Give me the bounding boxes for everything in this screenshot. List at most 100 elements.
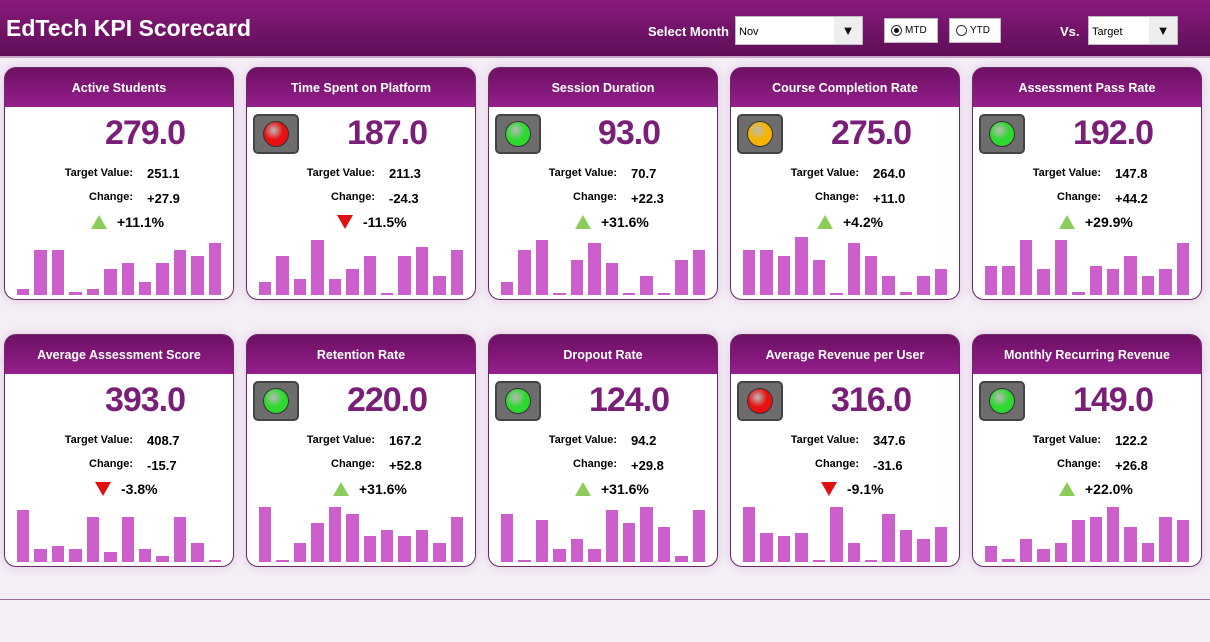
kpi-card-title: Monthly Recurring Revenue: [973, 335, 1201, 374]
change-value: +11.0: [873, 191, 906, 206]
trend-bar: [760, 249, 773, 295]
trend-bar: [380, 529, 394, 562]
status-light-icon: [253, 114, 299, 154]
comparison-value: Target: [1092, 26, 1123, 38]
trend-bar: [69, 549, 82, 562]
trend-bar: [777, 256, 791, 295]
status-light-icon: [979, 381, 1025, 421]
trend-bar: [276, 560, 289, 562]
trend-bar: [173, 249, 187, 295]
target-value: 211.3: [389, 166, 421, 181]
trend-bar: [363, 536, 376, 562]
trend-bar: [17, 288, 30, 295]
trend-bar: [1141, 542, 1155, 562]
change-percent: +31.6%: [601, 481, 649, 497]
trend-bar: [86, 288, 100, 295]
trend-bar: [1106, 269, 1120, 295]
kpi-value: 192.0: [1072, 114, 1154, 152]
change-value: -24.3: [389, 191, 419, 206]
trend-bar: [433, 542, 446, 562]
comparison-dropdown[interactable]: Target ▼: [1088, 16, 1178, 45]
status-light-icon: [737, 381, 783, 421]
select-month-label: Select Month: [648, 24, 729, 39]
change-value: +26.8: [1115, 458, 1148, 473]
kpi-card-title: Time Spent on Platform: [247, 68, 475, 107]
trend-bar: [692, 510, 706, 562]
kpi-card-title: Session Duration: [489, 68, 717, 107]
target-value: 70.7: [631, 166, 657, 181]
trend-bar: [622, 523, 636, 562]
trend-bar: [398, 536, 411, 562]
kpi-card-title: Retention Rate: [247, 335, 475, 374]
kpi-value: 279.0: [104, 114, 186, 152]
trend-bar-chart: [501, 504, 706, 562]
change-percent: +4.2%: [843, 214, 884, 230]
change-percent: +31.6%: [601, 214, 649, 230]
trend-bar-chart: [985, 237, 1190, 295]
trend-bar: [830, 293, 843, 295]
change-value: +22.3: [631, 191, 664, 206]
trend-bar: [812, 259, 826, 295]
month-dropdown[interactable]: Nov ▼: [735, 16, 863, 45]
trend-bar: [450, 249, 464, 295]
target-value: 94.2: [631, 433, 657, 448]
target-label: Target Value:: [548, 167, 617, 179]
trend-bar: [1159, 516, 1172, 562]
kpi-card: Retention Rate 220.0 Target Value: 167.2 …: [246, 334, 476, 567]
chevron-down-icon[interactable]: ▼: [834, 17, 862, 44]
trend-bar-chart: [17, 237, 222, 295]
trend-bar: [795, 237, 808, 295]
trend-bar: [1019, 240, 1033, 295]
radio-selected-icon: [891, 25, 902, 36]
arrow-up-icon: [575, 215, 591, 229]
trend-bar: [1072, 520, 1085, 562]
trend-bar: [675, 259, 688, 295]
trend-bar: [450, 516, 464, 562]
change-label: Change:: [573, 458, 617, 470]
trend-bar: [34, 249, 47, 295]
month-value: Nov: [739, 26, 759, 38]
arrow-up-icon: [1059, 215, 1075, 229]
trend-bar: [795, 533, 808, 562]
mtd-label: MTD: [905, 25, 927, 36]
vs-label: Vs.: [1060, 24, 1080, 39]
arrow-up-icon: [91, 215, 107, 229]
trend-bar: [398, 256, 411, 295]
kpi-value: 149.0: [1072, 381, 1154, 419]
trend-bar: [518, 249, 531, 295]
trend-bar: [588, 243, 601, 295]
target-value: 408.7: [147, 433, 180, 448]
trend-bar: [692, 249, 706, 295]
arrow-up-icon: [1059, 482, 1075, 496]
mtd-radio[interactable]: MTD: [884, 18, 938, 43]
trend-bar: [191, 542, 204, 562]
kpi-card: Active Students 279.0 Target Value: 251.1…: [4, 67, 234, 300]
ytd-radio[interactable]: YTD: [949, 18, 1001, 43]
status-light-icon: [979, 114, 1025, 154]
trend-bar: [675, 555, 688, 562]
trend-bar: [1176, 243, 1190, 295]
trend-bar: [657, 526, 671, 562]
trend-bar: [570, 539, 584, 562]
target-value: 122.2: [1115, 433, 1148, 448]
target-value: 347.6: [873, 433, 906, 448]
target-label: Target Value:: [1032, 434, 1101, 446]
trend-bar: [622, 293, 636, 295]
trend-bar: [138, 549, 152, 562]
status-light-icon: [495, 114, 541, 154]
trend-bar: [1124, 526, 1137, 562]
change-percent: +22.0%: [1085, 481, 1133, 497]
kpi-card-title: Average Assessment Score: [5, 335, 233, 374]
target-label: Target Value:: [1032, 167, 1101, 179]
change-percent: +29.9%: [1085, 214, 1133, 230]
kpi-card: Average Revenue per User 316.0 Target Val…: [730, 334, 960, 567]
change-value: -15.7: [147, 458, 177, 473]
trend-bar: [899, 291, 913, 295]
trend-bar: [640, 507, 653, 562]
chevron-down-icon[interactable]: ▼: [1149, 17, 1177, 44]
trend-bar: [760, 533, 773, 562]
trend-bar: [864, 256, 878, 295]
trend-bar: [917, 275, 930, 295]
status-light-icon: [737, 114, 783, 154]
trend-bar: [121, 262, 134, 295]
